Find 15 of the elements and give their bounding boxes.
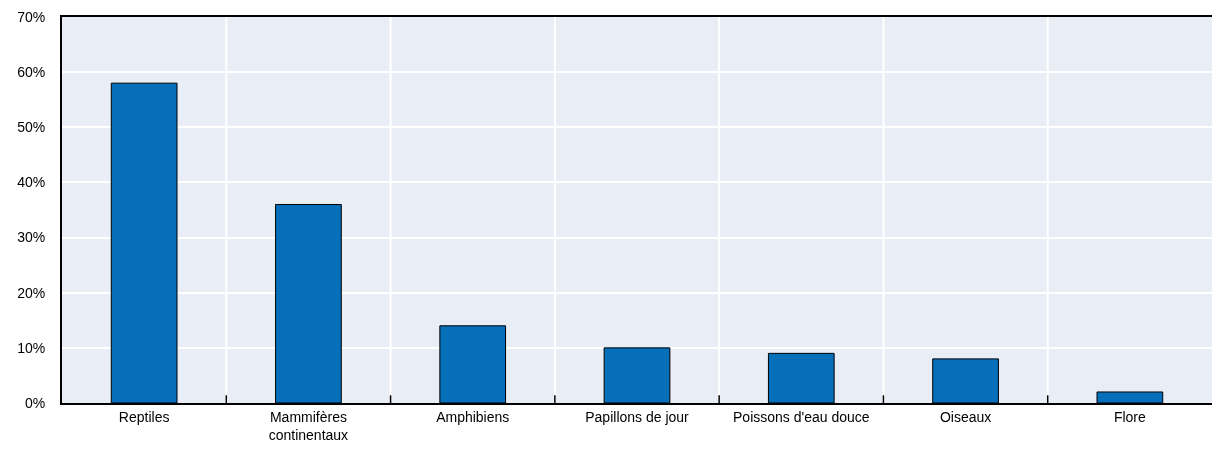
- x-tick-label: Poissons d'eau douce: [733, 408, 870, 425]
- x-tick-label: Mammifères continentaux: [268, 408, 349, 443]
- y-tick-label: 50%: [17, 119, 46, 136]
- x-tick-label: Papillons de jour: [585, 408, 690, 425]
- y-tick-label: 60%: [17, 64, 46, 81]
- y-tick-label: 20%: [17, 284, 46, 301]
- y-tick-label: 40%: [17, 174, 46, 191]
- x-tick-label: Amphibiens: [436, 408, 510, 425]
- y-tick-label: 70%: [17, 8, 46, 25]
- y-tick-label: 30%: [17, 229, 46, 246]
- x-tick-label: Reptiles: [118, 408, 170, 425]
- y-tick-label: 10%: [17, 339, 46, 356]
- y-tick-label: 0%: [24, 394, 46, 411]
- x-tick-label: Oiseaux: [939, 408, 992, 425]
- x-tick-label: Flore: [1113, 408, 1147, 425]
